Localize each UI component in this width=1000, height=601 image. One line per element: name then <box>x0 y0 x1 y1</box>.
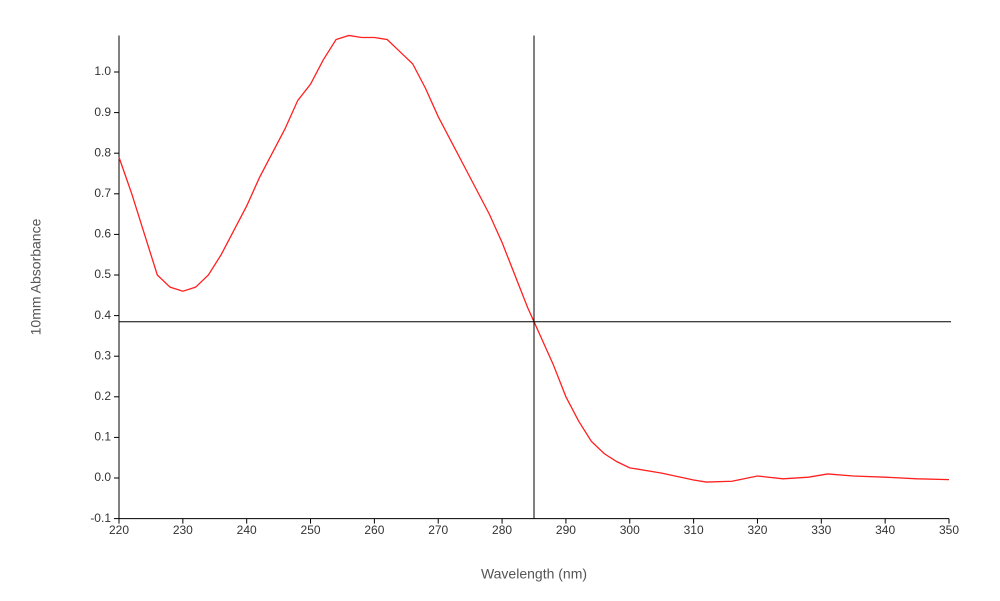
y-axis-title: 10mm Absorbance <box>28 218 44 335</box>
data-line <box>118 34 950 483</box>
x-tick-label: 320 <box>747 523 767 537</box>
x-tick-label: 290 <box>556 523 576 537</box>
x-tick-label: 220 <box>109 523 129 537</box>
y-tick-label: 0.3 <box>94 348 111 362</box>
x-tick-label: 350 <box>939 523 959 537</box>
y-tick-label: -0.1 <box>90 511 111 525</box>
x-axis-title: Wavelength (nm) <box>481 566 587 582</box>
x-tick-label: 340 <box>875 523 895 537</box>
x-tick-label: 260 <box>364 523 384 537</box>
x-tick-label: 330 <box>811 523 831 537</box>
y-tick-label: 0.0 <box>94 470 111 484</box>
y-tick-label: 0.4 <box>94 308 111 322</box>
x-tick-label: 310 <box>684 523 704 537</box>
x-tick-label: 250 <box>301 523 321 537</box>
x-tick-label: 280 <box>492 523 512 537</box>
x-tick-label: 270 <box>428 523 448 537</box>
y-tick-label: 0.1 <box>94 430 111 444</box>
y-tick-label: 1.0 <box>94 64 111 78</box>
y-tick-label: 0.6 <box>94 227 111 241</box>
y-tick-label: 0.7 <box>94 186 111 200</box>
y-tick-label: 0.5 <box>94 267 111 281</box>
x-tick-label: 230 <box>173 523 193 537</box>
y-tick-label: 0.2 <box>94 389 111 403</box>
y-tick-label: 0.9 <box>94 105 111 119</box>
x-tick-label: 240 <box>237 523 257 537</box>
x-tick-label: 300 <box>620 523 640 537</box>
y-tick-label: 0.8 <box>94 145 111 159</box>
